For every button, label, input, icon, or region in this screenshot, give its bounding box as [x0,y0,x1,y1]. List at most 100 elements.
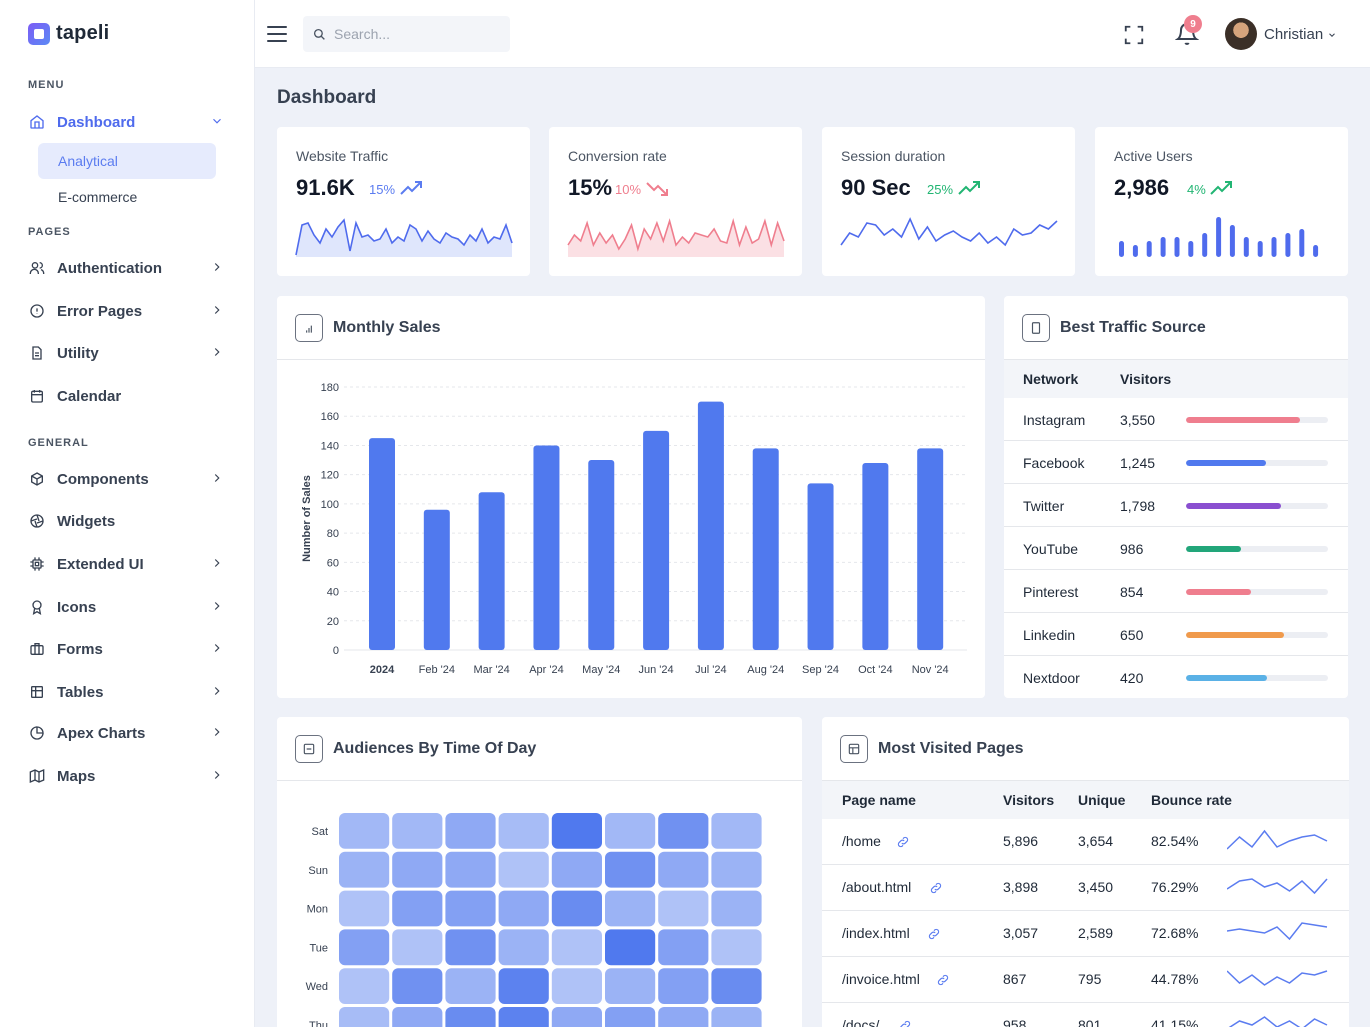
avatar[interactable] [1225,18,1257,50]
user-name[interactable]: Christian [1264,26,1324,43]
y-tick-label: 60 [327,557,339,569]
progress-bar [1186,417,1328,423]
page-bounce-rate: 72.68% [1151,925,1199,941]
sidebar-item-extended-ui[interactable]: Extended UI [28,550,228,578]
page-name[interactable]: /about.html [842,879,912,895]
brand-logo[interactable]: tapeli [28,22,109,45]
search-input[interactable] [334,26,494,42]
progress-bar [1186,546,1328,552]
sparkline-bar [1299,229,1305,257]
heatmap-cell [551,813,602,849]
page-bounce-rate: 76.29% [1151,879,1199,895]
sidebar-item-dashboard[interactable]: Dashboard [28,108,228,136]
audiences-heatmap: Sat Sun Mon Tue Wed Thu [306,813,762,1027]
bar [588,460,615,650]
chevron-right-icon [214,687,220,695]
sidebar: tapeli MENU Dashboard Analytical E-comme… [0,0,255,1027]
stat-value: 91.6K [296,175,355,200]
logo-icon [28,22,50,45]
page-name[interactable]: /docs/ [842,1017,880,1027]
sparkline-bar [1132,245,1138,257]
sidebar-subitem-analytical[interactable]: Analytical [38,143,216,179]
page-bounce-rate: 82.54% [1151,833,1199,849]
table-header: Network Visitors [1004,360,1348,398]
trending-up-icon [1210,181,1232,195]
bar [807,483,834,650]
heatmap-row-label: Tue [309,942,328,954]
sidebar-item-authentication[interactable]: Authentication [28,254,228,282]
heatmap-cell [658,890,709,927]
stat-value: 90 Sec [841,175,911,200]
table-row: /invoice.html 867 795 44.78% [822,957,1349,1003]
y-tick-label: 120 [321,470,339,482]
sidebar-item-forms[interactable]: Forms [28,635,228,663]
page-visitors: 3,898 [1003,879,1039,895]
stat-value: 2,986 [1114,175,1170,200]
stat-card: Website Traffic 91.6K 15% [277,127,530,276]
page-name[interactable]: /index.html [842,925,910,941]
heatmap-cell [498,929,549,966]
sidebar-item-utility[interactable]: Utility [28,339,228,367]
heatmap-row-label: Sat [311,826,328,838]
sidebar-item-icons[interactable]: Icons [28,593,228,621]
visitor-count: 1,798 [1120,498,1156,514]
network-name: YouTube [1023,541,1079,557]
sidebar-item-error-pages[interactable]: Error Pages [28,297,228,325]
link-icon[interactable] [898,1019,912,1027]
stat-change: 4% [1187,182,1206,197]
traffic-source-card: Best Traffic Source Network Visitors Ins… [1004,296,1348,698]
sidebar-item-label: Dashboard [57,113,136,131]
sparkline-bar [1202,233,1208,257]
sidebar-item-maps[interactable]: Maps [28,762,228,790]
progress-bar [1186,460,1328,466]
stat-sparkline [567,217,785,257]
sidebar-item-apex-charts[interactable]: Apex Charts [28,719,228,747]
heatmap-cell [339,968,390,1004]
stat-change: 15% [369,182,396,197]
sidebar-subitem-ecommerce[interactable]: E-commerce [58,189,138,205]
link-icon[interactable] [927,927,941,941]
card-title: Monthly Sales [333,318,441,336]
heatmap-cell [658,968,709,1004]
y-tick-label: 180 [321,382,339,394]
heatmap-row-label: Sun [308,865,328,877]
link-icon[interactable] [929,881,943,895]
heatmap-cell [605,851,656,888]
menu-toggle-icon[interactable] [267,26,287,42]
column-header-unique: Unique [1078,792,1126,808]
heatmap-cell [658,1007,709,1027]
x-tick-label: Apr '24 [529,664,564,676]
sidebar-item-components[interactable]: Components [28,465,228,493]
progress-fill [1186,503,1282,509]
notification-badge: 9 [1184,15,1202,33]
sparkline-bar [1271,237,1277,257]
pages-section-title: PAGES [28,226,71,238]
link-icon[interactable] [936,973,950,987]
x-tick-label: Jun '24 [639,664,674,676]
bar [643,430,670,650]
visitor-count: 986 [1120,541,1144,557]
sidebar-item-tables[interactable]: Tables [28,678,228,706]
sidebar-item-widgets[interactable]: Widgets [28,507,228,535]
table-row: /about.html 3,898 3,450 76.29% [822,865,1349,911]
chevron-down-icon[interactable] [1327,30,1337,40]
sidebar-item-calendar[interactable]: Calendar [28,382,228,410]
box-icon [28,470,46,488]
heatmap-cell [658,813,709,849]
page-name[interactable]: /home [842,833,881,849]
progress-fill [1186,417,1300,423]
table-row: /docs/958 801 41.15% [822,1003,1349,1027]
page-unique: 3,450 [1078,879,1114,895]
sidebar-item-label: Extended UI [57,555,144,573]
bar-chart-icon [295,313,323,342]
sparkline-bar [1146,241,1152,257]
bar [697,401,724,650]
link-icon[interactable] [896,835,910,849]
aperture-icon [28,512,46,530]
fullscreen-icon[interactable] [1123,24,1145,46]
x-tick-label: Aug '24 [747,664,784,676]
page-name[interactable]: /invoice.html [842,971,920,987]
cpu-icon [28,555,46,573]
column-header-bounce: Bounce rate [1151,792,1232,808]
bar [862,462,889,650]
